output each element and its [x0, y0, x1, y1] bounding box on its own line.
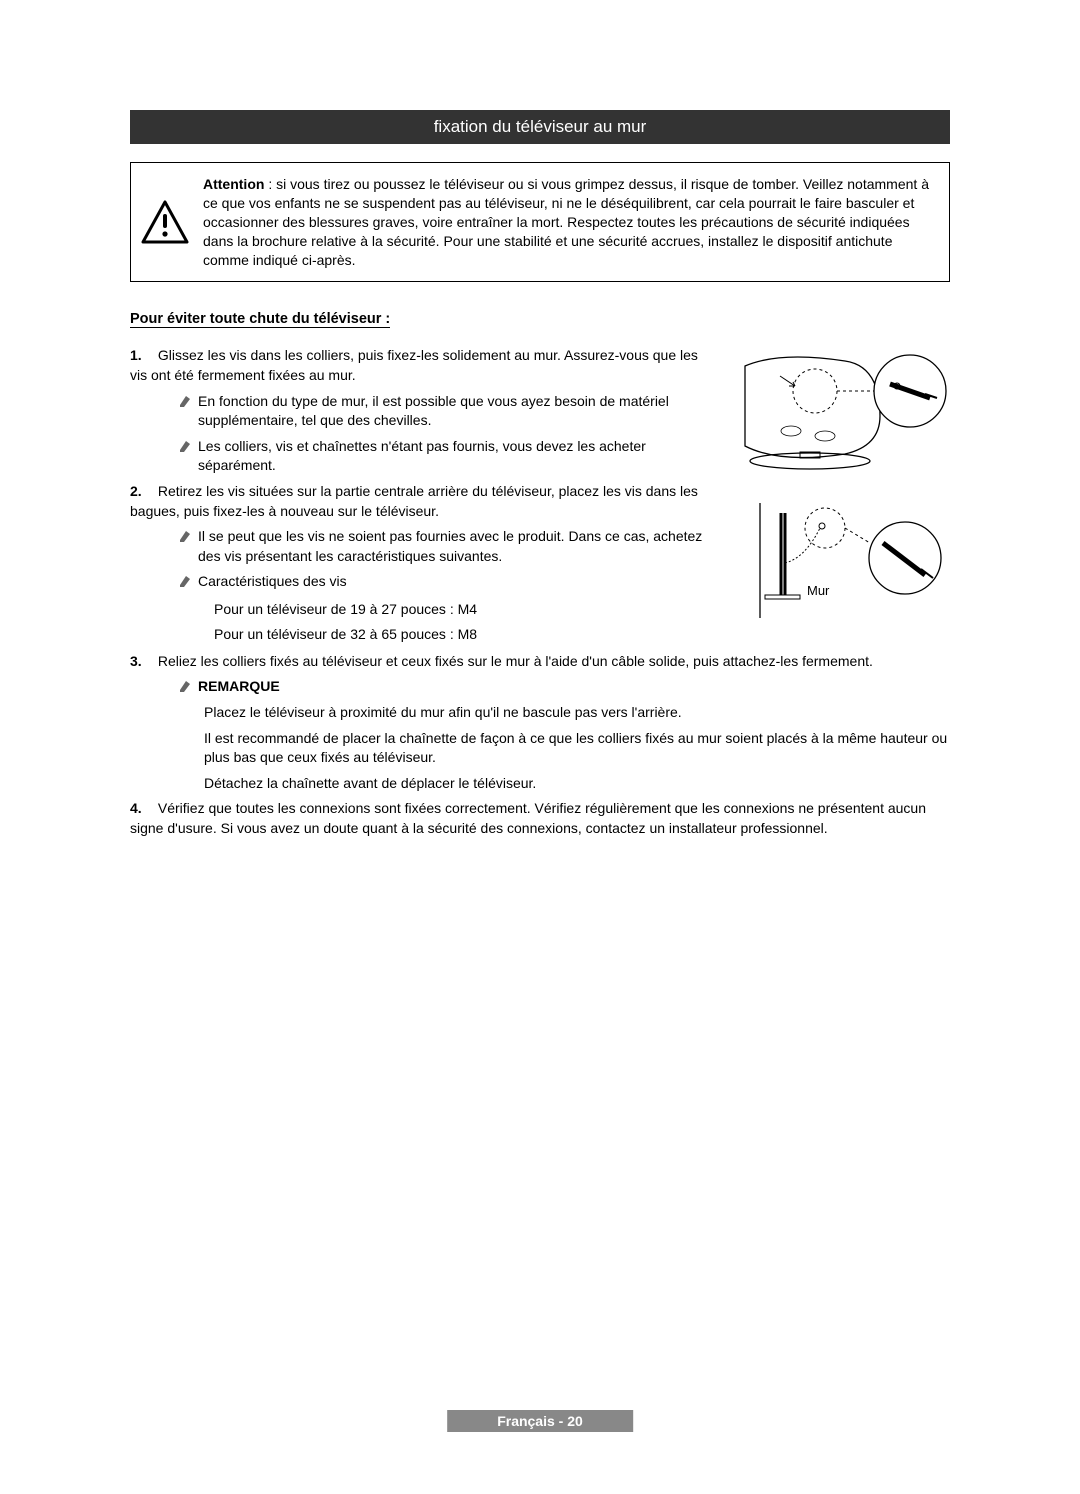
note-text: Les colliers, vis et chaînettes n'étant …: [198, 437, 705, 476]
warning-lead: Attention: [203, 176, 264, 192]
footer-sep: -: [555, 1413, 567, 1429]
step-1-text: Glissez les vis dans les colliers, puis …: [130, 347, 698, 383]
note-icon: [178, 574, 192, 588]
diagram-tv-bracket: [725, 346, 950, 491]
step-2-text: Retirez les vis situées sur la partie ce…: [130, 483, 698, 519]
remarque-3: Détachez la chaînette avant de déplacer …: [204, 774, 950, 794]
remarque-header: REMARQUE: [154, 677, 950, 697]
screw-spec-2: Pour un téléviseur de 32 à 65 pouces : M…: [154, 623, 705, 645]
note-icon: [178, 394, 192, 408]
section-title: Pour éviter toute chute du téléviseur :: [130, 311, 390, 328]
diagram-wall-mount: Mur: [725, 503, 950, 638]
remarque-2: Il est recommandé de placer la chaînette…: [204, 729, 950, 768]
warning-text: Attention : si vous tirez ou poussez le …: [203, 175, 939, 269]
step-2-note-1: Il se peut que les vis ne soient pas fou…: [154, 527, 705, 566]
step-3-text: Reliez les colliers fixés au téléviseur …: [158, 653, 873, 669]
note-text: Caractéristiques des vis: [198, 572, 347, 592]
note-text: En fonction du type de mur, il est possi…: [198, 392, 705, 431]
note-text: Il se peut que les vis ne soient pas fou…: [198, 527, 705, 566]
step-2: Retirez les vis situées sur la partie ce…: [130, 482, 705, 646]
note-icon: [178, 679, 192, 693]
section-banner: fixation du téléviseur au mur: [130, 110, 950, 144]
step-4: Vérifiez que toutes les connexions sont …: [130, 799, 950, 838]
page-footer: Français - 20: [447, 1410, 633, 1432]
step-1-note-2: Les colliers, vis et chaînettes n'étant …: [154, 437, 705, 476]
note-icon: [178, 439, 192, 453]
warning-box: Attention : si vous tirez ou poussez le …: [130, 162, 950, 282]
footer-page: 20: [567, 1413, 583, 1429]
warning-body: : si vous tirez ou poussez le téléviseur…: [203, 176, 929, 268]
remarque-1: Placez le téléviseur à proximité du mur …: [204, 703, 950, 723]
note-icon: [178, 529, 192, 543]
step-1-note-1: En fonction du type de mur, il est possi…: [154, 392, 705, 431]
step-2-note-2: Caractéristiques des vis: [154, 572, 705, 592]
screw-spec-1: Pour un téléviseur de 19 à 27 pouces : M…: [154, 598, 705, 620]
remarque-label: REMARQUE: [198, 677, 280, 697]
warning-icon: [141, 200, 189, 244]
footer-lang: Français: [497, 1413, 555, 1429]
step-1: Glissez les vis dans les colliers, puis …: [130, 346, 705, 476]
step-4-text: Vérifiez que toutes les connexions sont …: [130, 800, 926, 836]
svg-text:Mur: Mur: [807, 583, 830, 598]
step-3: Reliez les colliers fixés au téléviseur …: [130, 652, 950, 794]
